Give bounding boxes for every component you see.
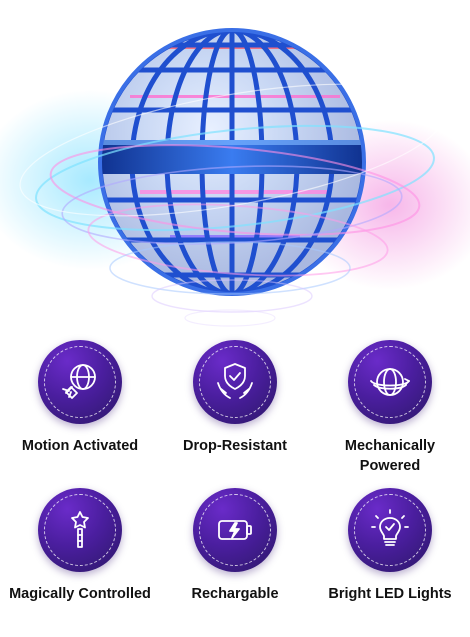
feature-magically-controlled: Magically Controlled [5, 488, 155, 604]
flying-orb-ball-image [0, 28, 470, 327]
feature-label: Mechanically Powered [344, 438, 436, 474]
light-bulb-icon [371, 509, 409, 546]
shield-hands-icon [217, 363, 253, 399]
feature-badge [348, 488, 432, 572]
feature-rechargable: Rechargable [160, 488, 310, 604]
hand-orb-icon [62, 364, 96, 399]
feature-badge [38, 488, 122, 572]
feature-label: Magically Controlled [9, 586, 151, 602]
feature-badge [38, 340, 122, 424]
feature-mechanically-powered: Mechanically Powered [315, 340, 465, 476]
feature-label: Rechargable [191, 586, 279, 602]
features-grid: Motion Activated Drop-Resistant Mechanic… [0, 338, 470, 637]
feature-label: Drop-Resistant [183, 438, 287, 454]
feature-motion-activated: Motion Activated [5, 340, 155, 456]
feature-badge [193, 340, 277, 424]
feature-bright-led-lights: Bright LED Lights [315, 488, 465, 604]
battery-charging-icon [218, 520, 252, 540]
feature-drop-resistant: Drop-Resistant [160, 340, 310, 456]
feature-label: Bright LED Lights [328, 586, 452, 602]
feature-badge [348, 340, 432, 424]
feature-badge [193, 488, 277, 572]
feature-label: Motion Activated [21, 438, 139, 454]
product-image [0, 28, 470, 327]
spinning-orb-icon [370, 368, 410, 396]
magic-wand-icon [71, 511, 89, 548]
